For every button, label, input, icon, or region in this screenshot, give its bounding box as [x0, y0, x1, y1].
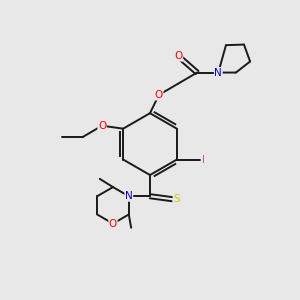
Text: I: I — [202, 154, 205, 165]
Text: O: O — [98, 121, 106, 131]
Text: O: O — [155, 90, 163, 100]
Text: O: O — [174, 51, 183, 61]
Text: N: N — [214, 68, 222, 78]
Text: N: N — [125, 191, 133, 201]
Text: O: O — [109, 219, 117, 229]
Text: S: S — [173, 194, 180, 204]
